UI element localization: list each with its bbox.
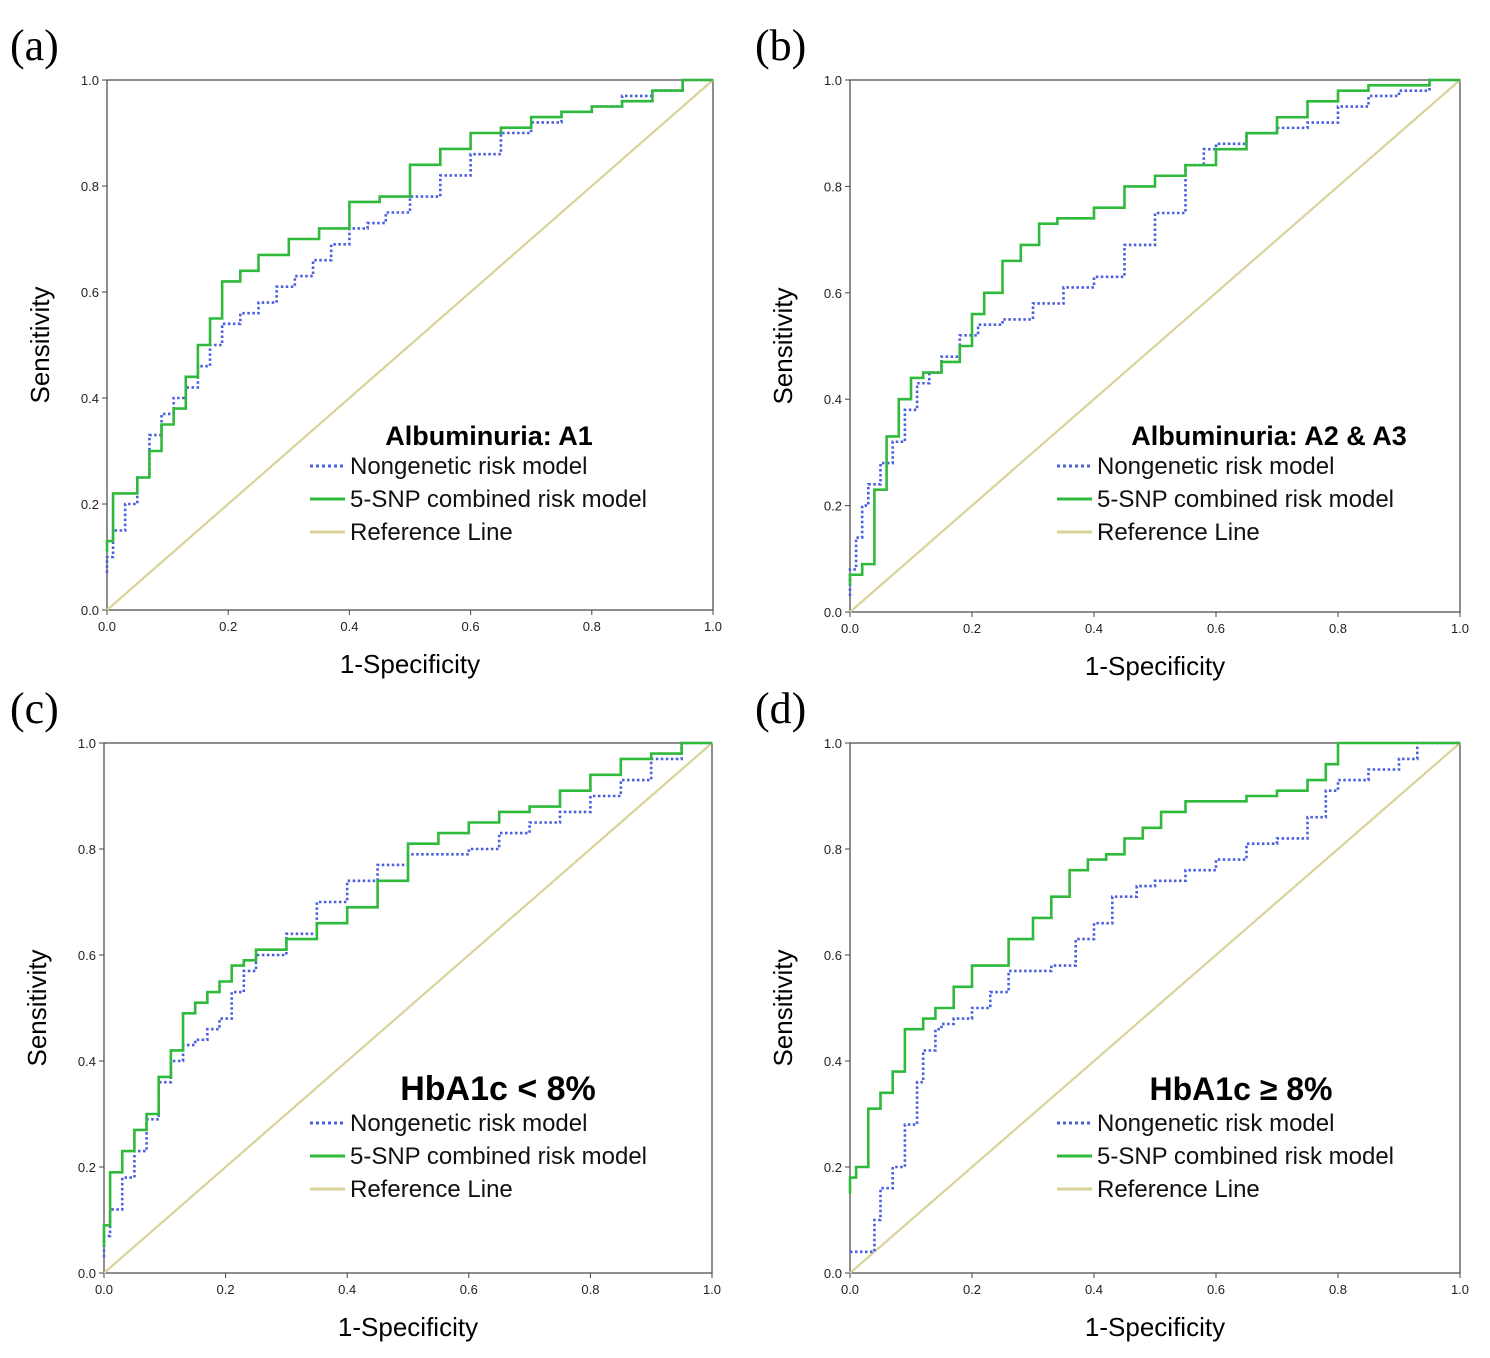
chart-title: HbA1c < 8% bbox=[400, 1070, 596, 1108]
legend-label: Nongenetic risk model bbox=[350, 453, 587, 480]
y-tick-label: 0.6 bbox=[824, 286, 842, 301]
x-tick-label: 0.4 bbox=[338, 1282, 356, 1297]
plot-frame bbox=[849, 742, 1461, 1274]
y-axis-title: Sensitivity bbox=[25, 286, 55, 403]
x-tick-label: 0.8 bbox=[583, 619, 601, 634]
y-tick-label: 0.0 bbox=[81, 603, 99, 618]
x-tick-label: 1.0 bbox=[1451, 621, 1469, 636]
chart-title: Albuminuria: A2 & A3 bbox=[1131, 421, 1407, 451]
y-tick-label: 0.4 bbox=[81, 391, 99, 406]
x-tick-label: 0.2 bbox=[217, 1282, 235, 1297]
x-tick-label: 0.2 bbox=[219, 619, 237, 634]
x-axis-title: 1-Specificity bbox=[1085, 1312, 1225, 1342]
legend-label: Nongenetic risk model bbox=[1097, 1110, 1334, 1137]
y-tick-label: 0.2 bbox=[78, 1160, 96, 1175]
y-tick-label: 0.8 bbox=[824, 179, 842, 194]
roc-panel-b: (b) 0.0 0.2 0.4 0.6 0.8 1.0 0.0 0.2 0.4 0.6 0.8 1.0 1… bbox=[755, 21, 1469, 681]
series-line-nongenetic bbox=[102, 741, 712, 1258]
x-axis-title: 1-Specificity bbox=[1085, 651, 1225, 681]
y-axis-title: Sensitivity bbox=[22, 949, 52, 1066]
y-tick-label: 1.0 bbox=[824, 73, 842, 88]
x-tick-label: 0.0 bbox=[841, 1282, 859, 1297]
y-tick-label: 1.0 bbox=[81, 73, 99, 88]
x-tick-label: 1.0 bbox=[1451, 1282, 1469, 1297]
panel-label: (d) bbox=[755, 684, 806, 733]
y-tick-label: 0.0 bbox=[824, 605, 842, 620]
series-line-nongenetic bbox=[848, 78, 1460, 597]
x-tick-label: 0.2 bbox=[963, 621, 981, 636]
series-line-5snp bbox=[105, 78, 713, 552]
legend-label: 5-SNP combined risk model bbox=[350, 1143, 647, 1170]
y-tick-label: 0.2 bbox=[824, 499, 842, 514]
y-tick-label: 0.2 bbox=[824, 1160, 842, 1175]
series-line-5snp bbox=[102, 741, 712, 1247]
x-tick-label: 0.2 bbox=[963, 1282, 981, 1297]
y-tick-label: 0.6 bbox=[824, 948, 842, 963]
plot-frame bbox=[106, 79, 714, 611]
legend-label: Reference Line bbox=[350, 519, 513, 546]
x-axis-title: 1-Specificity bbox=[340, 649, 480, 679]
x-tick-label: 0.6 bbox=[1207, 1282, 1225, 1297]
panel-label: (c) bbox=[10, 684, 59, 733]
y-tick-label: 0.8 bbox=[81, 179, 99, 194]
y-tick-label: 0.6 bbox=[78, 948, 96, 963]
y-tick-label: 0.4 bbox=[78, 1054, 96, 1069]
series-line-5snp bbox=[848, 78, 1460, 586]
y-tick-label: 0.8 bbox=[824, 842, 842, 857]
y-tick-label: 0.2 bbox=[81, 497, 99, 512]
x-tick-label: 0.0 bbox=[95, 1282, 113, 1297]
y-axis-title: Sensitivity bbox=[768, 949, 798, 1066]
plot-frame bbox=[103, 742, 713, 1274]
roc-panel-a: (a) 0.0 0.2 0.4 0.6 0.8 1.0 0.0 0.2 0.4 0.6 0.8 1.0 1… bbox=[10, 21, 722, 679]
y-tick-label: 0.0 bbox=[824, 1266, 842, 1281]
x-tick-label: 0.6 bbox=[460, 1282, 478, 1297]
series-line-5snp bbox=[848, 741, 1460, 1194]
x-tick-label: 1.0 bbox=[704, 619, 722, 634]
legend-label: 5-SNP combined risk model bbox=[350, 486, 647, 513]
legend-label: Nongenetic risk model bbox=[1097, 453, 1334, 480]
legend-label: Nongenetic risk model bbox=[350, 1110, 587, 1137]
y-tick-label: 1.0 bbox=[824, 736, 842, 751]
reference-line bbox=[103, 742, 713, 1274]
reference-line bbox=[106, 79, 714, 611]
plot-frame bbox=[849, 79, 1461, 613]
x-tick-label: 0.6 bbox=[1207, 621, 1225, 636]
x-axis-title: 1-Specificity bbox=[338, 1312, 478, 1342]
y-tick-label: 0.0 bbox=[78, 1266, 96, 1281]
y-axis-title: Sensitivity bbox=[768, 287, 798, 404]
x-tick-label: 0.4 bbox=[340, 619, 358, 634]
y-tick-label: 0.4 bbox=[824, 1054, 842, 1069]
x-tick-label: 0.8 bbox=[1329, 621, 1347, 636]
y-tick-label: 0.6 bbox=[81, 285, 99, 300]
legend-label: Reference Line bbox=[350, 1176, 513, 1203]
chart-title: HbA1c ≥ 8% bbox=[1150, 1071, 1333, 1107]
x-tick-label: 1.0 bbox=[703, 1282, 721, 1297]
panel-label: (a) bbox=[10, 21, 59, 70]
x-tick-label: 0.0 bbox=[841, 621, 859, 636]
x-tick-label: 0.0 bbox=[98, 619, 116, 634]
legend-label: 5-SNP combined risk model bbox=[1097, 1143, 1394, 1170]
roc-panel-d: (d) 0.0 0.2 0.4 0.6 0.8 1.0 0.0 0.2 0.4 0.6 0.8 1.0 1… bbox=[755, 684, 1469, 1342]
reference-line bbox=[849, 742, 1461, 1274]
y-tick-label: 1.0 bbox=[78, 736, 96, 751]
panel-label: (b) bbox=[755, 21, 806, 70]
x-tick-label: 0.8 bbox=[581, 1282, 599, 1297]
chart-title: Albuminuria: A1 bbox=[385, 421, 593, 451]
x-tick-label: 0.6 bbox=[462, 619, 480, 634]
legend-label: Reference Line bbox=[1097, 1176, 1260, 1203]
x-tick-label: 0.8 bbox=[1329, 1282, 1347, 1297]
x-tick-label: 0.4 bbox=[1085, 1282, 1103, 1297]
x-tick-label: 0.4 bbox=[1085, 621, 1103, 636]
y-tick-label: 0.8 bbox=[78, 842, 96, 857]
roc-panel-c: (c) 0.0 0.2 0.4 0.6 0.8 1.0 0.0 0.2 0.4 0.6 0.8 1.0 1… bbox=[10, 684, 721, 1342]
reference-line bbox=[849, 79, 1461, 613]
legend-label: 5-SNP combined risk model bbox=[1097, 486, 1394, 513]
y-tick-label: 0.4 bbox=[824, 392, 842, 407]
legend-label: Reference Line bbox=[1097, 519, 1260, 546]
